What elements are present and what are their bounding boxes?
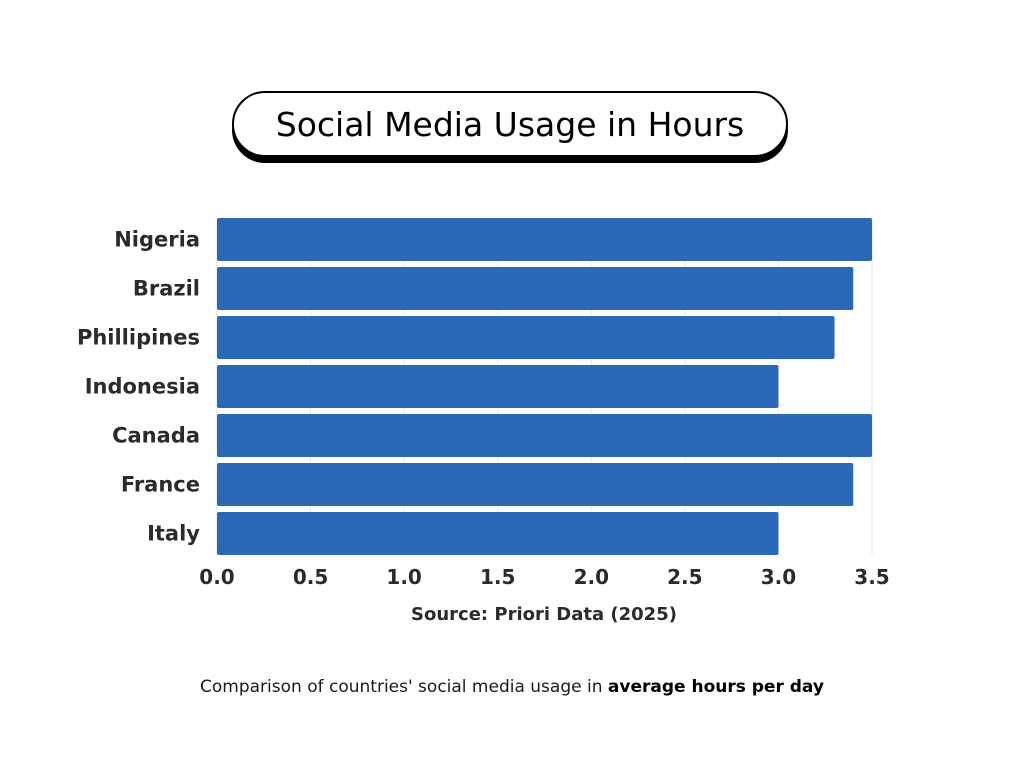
bar-france bbox=[217, 463, 854, 506]
category-labels: Nigeria Brazil Phillipines Indonesia Canada F… bbox=[77, 228, 200, 546]
category-label-brazil: Brazil bbox=[133, 277, 200, 301]
caption-text: Comparison of countries' social media us… bbox=[200, 677, 608, 697]
bar-indonesia bbox=[217, 365, 779, 408]
chart-title-pill: Social Media Usage in Hours bbox=[232, 91, 788, 157]
bar-phillipines bbox=[217, 316, 835, 359]
x-tick-label: 1.0 bbox=[386, 565, 421, 589]
category-label-nigeria: Nigeria bbox=[114, 228, 200, 252]
bar-layer bbox=[217, 218, 872, 555]
x-tick-label: 3.0 bbox=[761, 565, 796, 589]
x-tick-label: 3.5 bbox=[854, 565, 889, 589]
bar-italy bbox=[217, 512, 779, 555]
x-tick-label: 0.5 bbox=[293, 565, 328, 589]
x-axis-ticks: 0.0 0.5 1.0 1.5 2.0 2.5 3.0 3.5 bbox=[199, 565, 889, 589]
category-label-italy: Italy bbox=[147, 522, 200, 546]
bar-canada bbox=[217, 414, 872, 457]
caption-emphasis: average hours per day bbox=[607, 677, 824, 697]
x-axis-label-source: Source: Priori Data (2025) bbox=[411, 604, 677, 625]
category-label-phillipines: Phillipines bbox=[77, 326, 200, 350]
category-label-france: France bbox=[121, 473, 200, 497]
chart-title: Social Media Usage in Hours bbox=[275, 104, 745, 144]
bar-nigeria bbox=[217, 218, 872, 261]
bar-brazil bbox=[217, 267, 854, 310]
x-tick-label: 2.5 bbox=[667, 565, 702, 589]
category-label-indonesia: Indonesia bbox=[85, 375, 200, 399]
x-tick-label: 2.0 bbox=[574, 565, 609, 589]
chart-caption: Comparison of countries' social media us… bbox=[112, 677, 912, 697]
x-tick-label: 1.5 bbox=[480, 565, 515, 589]
x-tick-label: 0.0 bbox=[199, 565, 234, 589]
category-label-canada: Canada bbox=[112, 424, 200, 448]
